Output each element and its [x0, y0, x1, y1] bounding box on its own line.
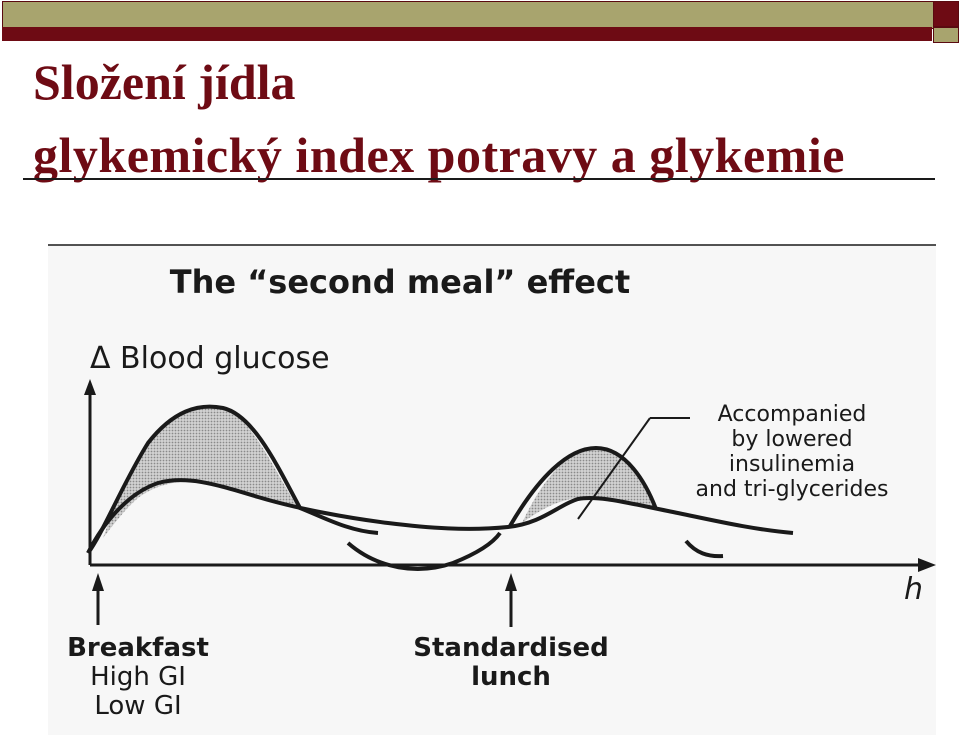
x-axis-label: h: [904, 572, 923, 607]
breakfast-label: Breakfast: [67, 633, 209, 663]
y-axis-arrowhead-icon: [84, 379, 96, 395]
breakfast-low-gi-label: Low GI: [94, 691, 181, 721]
x-axis-arrowhead-icon: [918, 558, 936, 572]
header-band: [2, 1, 934, 29]
annotation-line-3: insulinemia: [729, 452, 855, 477]
high-gi-curve-b: [508, 445, 658, 528]
header-band-dark: [2, 27, 932, 41]
high-gi-curve-dip: [346, 531, 502, 571]
y-axis-label: Δ Blood glucose: [90, 341, 330, 376]
low-gi-curve: [86, 478, 794, 554]
figure-heading: The “second meal” effect: [170, 263, 630, 301]
breakfast-arrow-icon: [92, 573, 104, 591]
lunch-label-line-1: Standardised: [413, 633, 608, 663]
lunch-label-line-2: lunch: [471, 662, 551, 692]
slide-title-line-2: glykemický index potravy a glykemie: [33, 127, 845, 183]
figure-svg: The “second meal” effect Δ Blood glucose…: [48, 244, 936, 735]
high-gi-curve-tail: [684, 539, 724, 559]
second-meal-figure: The “second meal” effect Δ Blood glucose…: [48, 243, 936, 735]
corner-square-lower-icon: [933, 27, 959, 43]
annotation-leader-line: [577, 417, 651, 520]
annotation-line-2: by lowered: [731, 427, 852, 452]
lunch-arrow-icon: [505, 573, 517, 591]
annotation-line-1: Accompanied: [718, 402, 867, 427]
high-gi-curve-a: [86, 404, 379, 555]
second-peak-shading: [522, 447, 656, 523]
title-underline: [23, 178, 935, 180]
annotation-line-4: and tri-glycerides: [696, 477, 889, 502]
slide-title-line-1: Složení jídla: [33, 54, 296, 110]
figure-background: [48, 245, 936, 735]
breakfast-high-gi-label: High GI: [90, 662, 186, 692]
corner-square-icon: [933, 1, 959, 27]
